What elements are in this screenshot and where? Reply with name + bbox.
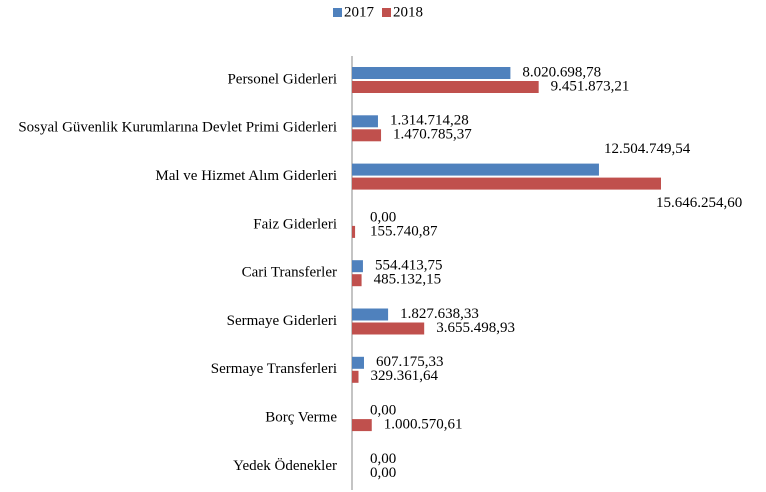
category-label: Sosyal Güvenlik Kurumlarına Devlet Primi… (18, 120, 337, 136)
value-label: 12.504.749,54 (604, 141, 691, 157)
bar (352, 129, 382, 142)
category-label: Sermaye Giderleri (227, 313, 337, 329)
category-label: Mal ve Hizmet Alım Giderleri (155, 168, 337, 184)
legend-label: 2018 (393, 4, 423, 20)
value-label: 3.655.498,93 (436, 320, 515, 336)
category-label: Personel Giderleri (227, 71, 337, 87)
legend-swatch (382, 8, 391, 17)
bar (352, 370, 359, 383)
value-label: 0,00 (370, 451, 396, 467)
bar (352, 356, 364, 369)
value-label: 155.740,87 (370, 223, 438, 239)
value-label: 485.132,15 (374, 272, 442, 288)
bar (352, 225, 356, 238)
value-label: 15.646.254,60 (656, 195, 742, 211)
category-label: Yedek Ödenekler (233, 457, 337, 474)
bar (352, 419, 372, 432)
category-label: Faiz Giderleri (253, 216, 337, 232)
value-label: 1.314.714,28 (390, 113, 469, 129)
bar (352, 81, 539, 93)
value-label: 0,00 (370, 465, 396, 481)
bar (352, 115, 378, 128)
bar (352, 274, 362, 287)
value-label: 329.361,64 (371, 368, 439, 384)
bar (352, 308, 389, 321)
value-label: 9.451.873,21 (551, 78, 630, 94)
category-label: Sermaye Transferleri (211, 361, 337, 377)
value-label: 1.000.570,61 (384, 417, 463, 433)
bar (352, 177, 661, 190)
bar (352, 67, 511, 79)
value-label: 1.827.638,33 (400, 306, 479, 322)
legend-swatch (333, 8, 342, 17)
value-label: 0,00 (370, 403, 396, 419)
legend-label: 2017 (344, 4, 375, 20)
category-label: Borç Verme (265, 410, 337, 426)
bar (352, 260, 363, 273)
bar (352, 322, 425, 335)
category-label: Cari Transferler (242, 265, 337, 281)
value-label: 0,00 (370, 209, 396, 225)
value-label: 554.413,75 (375, 258, 443, 274)
value-label: 607.175,33 (376, 354, 444, 370)
value-label: 1.470.785,37 (393, 127, 472, 143)
bar (352, 163, 599, 176)
value-label: 8.020.698,78 (522, 64, 601, 80)
